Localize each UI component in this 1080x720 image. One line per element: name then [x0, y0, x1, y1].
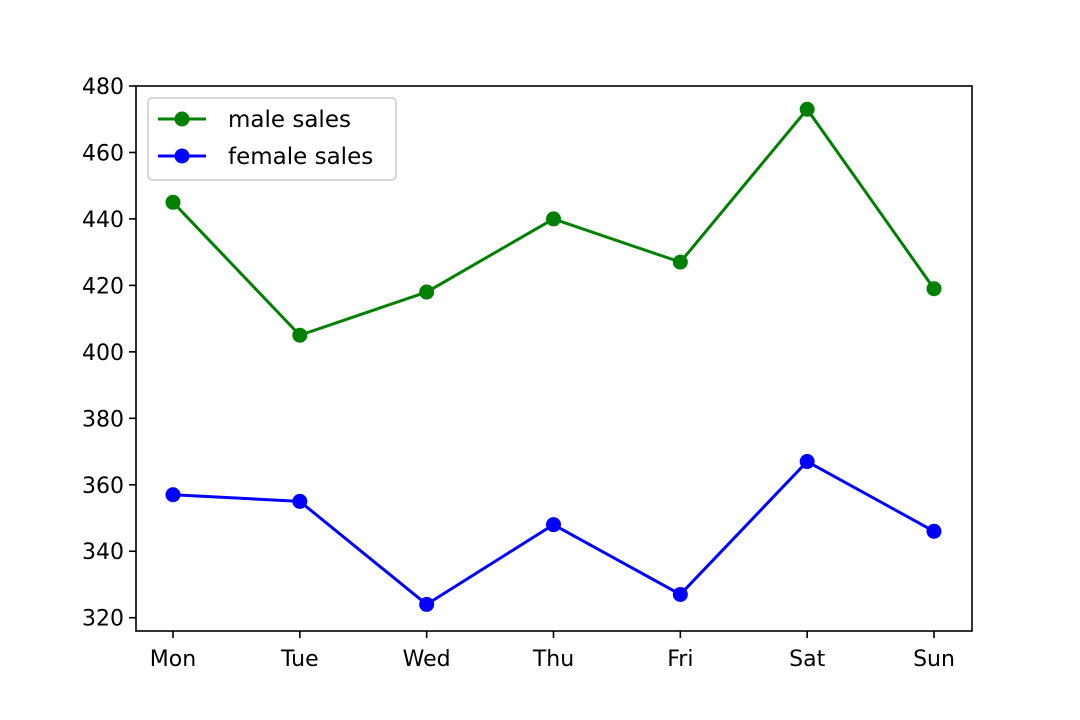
legend-swatch-marker: [174, 111, 190, 127]
data-point: [926, 281, 942, 297]
data-point: [799, 454, 815, 470]
x-tick-label: Tue: [280, 647, 319, 672]
y-tick-label: 340: [82, 540, 124, 565]
y-tick-label: 320: [82, 607, 124, 632]
legend-item: male sales: [158, 107, 351, 133]
series-line: [172, 460, 935, 606]
x-tick-label: Mon: [150, 647, 196, 672]
y-axis-ticks: 320 340 360 380 400 420 440 460 480: [82, 75, 136, 632]
legend-box: [147, 97, 397, 181]
data-point: [546, 211, 561, 227]
legend-label: male sales: [228, 107, 351, 133]
data-point: [419, 596, 435, 612]
x-tick-label: Thu: [532, 647, 574, 672]
legend-label: female sales: [228, 144, 373, 170]
data-point: [799, 101, 815, 117]
legend: male sales female sales: [147, 97, 397, 181]
data-point: [165, 487, 181, 503]
data-point: [672, 586, 688, 602]
x-tick-label: Wed: [403, 647, 451, 672]
data-point: [546, 517, 561, 533]
series-female-sales: [165, 454, 942, 612]
data-point: [292, 327, 308, 343]
x-tick-label: Sat: [789, 647, 825, 672]
data-point: [926, 523, 942, 539]
x-tick-label: Sun: [913, 647, 955, 672]
y-tick-label: 400: [82, 341, 124, 366]
data-point: [292, 493, 308, 509]
legend-item: female sales: [158, 144, 373, 170]
x-axis-ticks: Mon Tue Wed Thu Fri Sat Sun: [150, 631, 955, 672]
y-tick-label: 380: [82, 407, 124, 432]
y-tick-label: 360: [82, 474, 124, 499]
series-male-sales: [165, 101, 942, 343]
y-tick-label: 460: [82, 141, 124, 166]
data-point: [419, 284, 435, 300]
y-tick-label: 440: [82, 208, 124, 233]
legend-swatch-marker: [174, 148, 190, 164]
x-tick-label: Fri: [667, 647, 693, 672]
data-point: [165, 194, 181, 210]
series-layer: [165, 101, 942, 612]
y-tick-label: 420: [82, 274, 124, 299]
data-point: [672, 254, 688, 270]
y-tick-label: 480: [82, 75, 124, 100]
